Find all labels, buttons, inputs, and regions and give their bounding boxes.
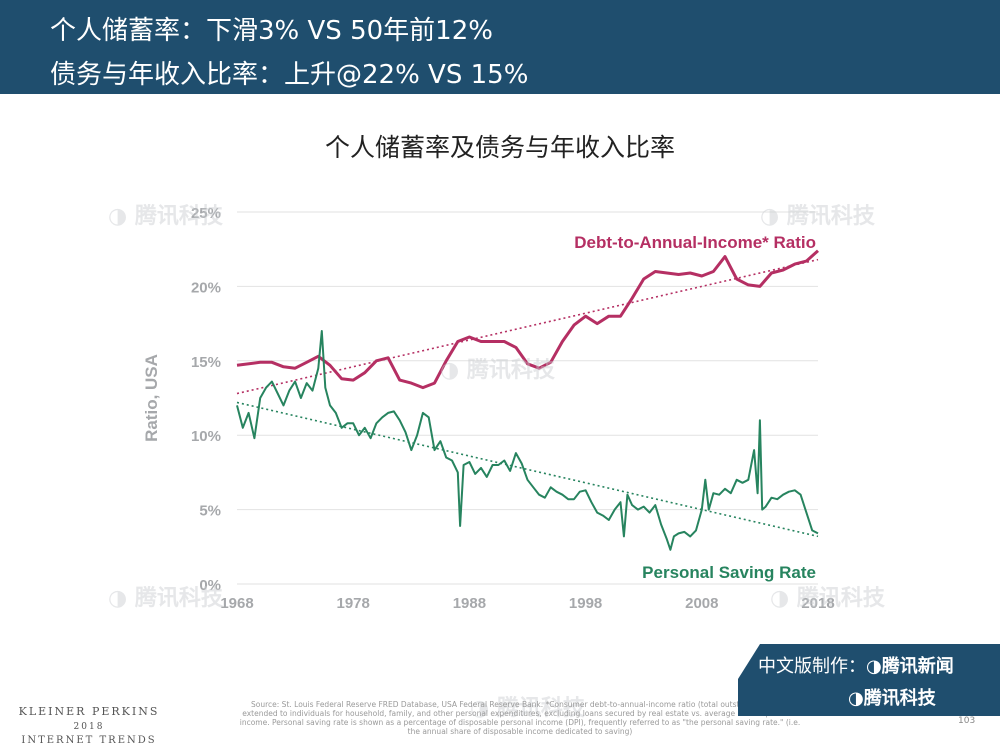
page-number: 103 xyxy=(958,716,976,726)
watermark-logo: ◑ 腾讯科技 xyxy=(108,586,223,611)
y-tick-label: 25% xyxy=(191,205,221,222)
y-tick-label: 20% xyxy=(191,279,221,296)
series-label-debt: Debt-to-Annual-Income* Ratio xyxy=(574,233,816,252)
watermark-logo: ◑ 腾讯科技 xyxy=(760,204,875,229)
debt-trend-line xyxy=(236,258,819,395)
x-tick-label: 2008 xyxy=(685,595,718,612)
watermark-logo: ◑ 腾讯科技 xyxy=(440,358,555,383)
slide-header: 个人储蓄率：下滑3% VS 50年前12% 债务与年收入比率：上升@22% VS… xyxy=(0,0,1000,94)
debt-to-income-line xyxy=(236,249,820,390)
x-tick-label: 1988 xyxy=(453,595,486,612)
footer-branding: KLEINER PERKINS 2018 INTERNET TRENDS xyxy=(14,705,164,746)
x-tick-label: 2018 xyxy=(801,595,834,612)
gridlines xyxy=(237,211,818,585)
y-tick-label: 15% xyxy=(191,354,221,371)
y-tick-labels: 0% 5% 10% 15% 20% 25% xyxy=(191,205,221,594)
header-line-2: 债务与年收入比率：上升@22% VS 15% xyxy=(50,60,529,90)
chart-title: 个人储蓄率及债务与年收入比率 xyxy=(324,133,675,162)
x-tick-label: 1968 xyxy=(220,595,253,612)
tencent-news-logo: ◑ xyxy=(866,656,882,677)
footer-report: INTERNET TRENDS xyxy=(21,735,157,746)
x-tick-label: 1978 xyxy=(337,595,370,612)
watermark-logo: ◑ 腾讯科技 xyxy=(770,586,885,611)
production-badge: 中文版制作：◑腾讯新闻 ◑腾讯科技 xyxy=(738,644,1000,716)
trend-lines xyxy=(236,258,819,538)
series-lines xyxy=(236,249,820,551)
watermark-logo: ◑ 腾讯科技 xyxy=(108,204,223,229)
saving-trend-line xyxy=(236,401,819,538)
personal-saving-rate-line xyxy=(236,330,819,551)
x-tick-label: 1998 xyxy=(569,595,602,612)
watermark-logo: ◑ 腾讯科技 xyxy=(470,696,585,721)
badge-line-1: 中文版制作：◑腾讯新闻 xyxy=(758,656,954,677)
x-tick-labels: 1968 1978 1988 1998 2008 2018 xyxy=(220,595,834,612)
footer-company: KLEINER PERKINS xyxy=(18,705,160,718)
y-tick-label: 5% xyxy=(199,503,221,520)
y-tick-label: 0% xyxy=(199,577,221,594)
y-tick-label: 10% xyxy=(191,428,221,445)
header-line-1: 个人储蓄率：下滑3% VS 50年前12% xyxy=(50,16,493,46)
footer-year: 2018 xyxy=(73,722,105,732)
tencent-tech-logo: ◑ xyxy=(848,688,864,709)
source-note: Source: St. Louis Federal Reserve FRED D… xyxy=(239,700,801,736)
series-label-saving: Personal Saving Rate xyxy=(642,563,816,582)
y-axis-label: Ratio, USA xyxy=(142,354,161,442)
badge-line-2: ◑腾讯科技 xyxy=(848,688,936,709)
